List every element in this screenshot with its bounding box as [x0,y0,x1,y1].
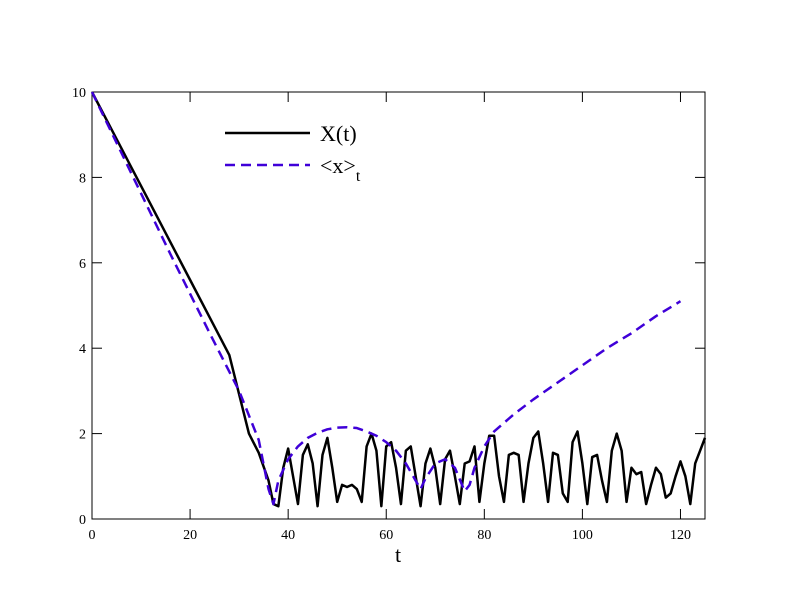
legend-label: <x>t [320,153,361,185]
series-line [90,91,707,508]
x-tick-label: 0 [89,528,96,543]
legend-label-subscript: t [356,168,361,185]
x-tick-label: 80 [477,528,491,543]
series-line [90,91,682,506]
x-tick-label: 40 [281,528,295,543]
x-tick-label: 60 [379,528,393,543]
x-tick-label: 120 [670,528,691,543]
x-tick-label: 20 [183,528,197,543]
legend-label: X(t) [320,121,357,146]
plot-frame [91,91,706,520]
y-tick-label: 6 [79,257,86,272]
y-tick-label: 10 [72,86,86,101]
y-tick-label: 0 [79,513,86,528]
y-tick-label: 2 [79,428,86,443]
legend-label-main: <x> [320,153,356,178]
y-tick-label: 4 [79,342,86,357]
x-tick-label: 100 [572,528,593,543]
y-tick-label: 8 [79,171,86,186]
x-axis-label: t [395,542,401,567]
legend-label-main: X(t) [320,121,357,146]
